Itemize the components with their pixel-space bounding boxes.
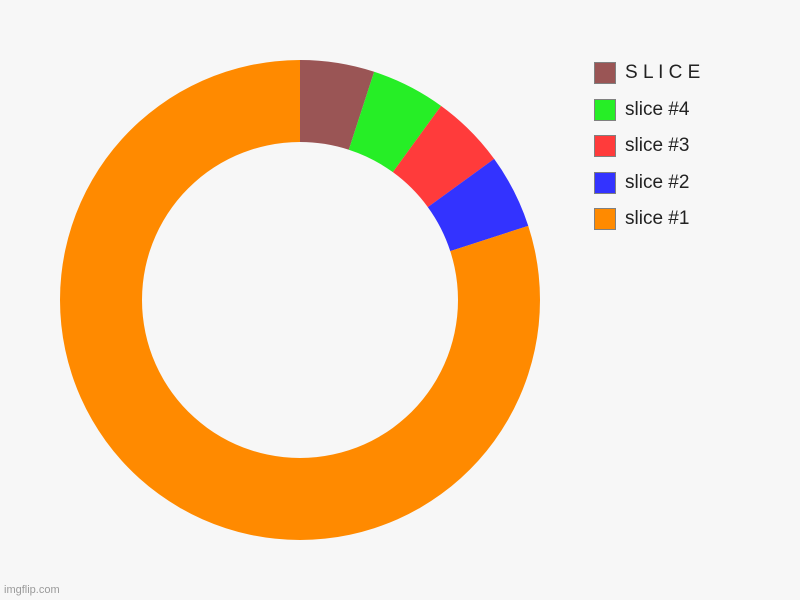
legend-swatch	[594, 208, 616, 230]
watermark: imgflip.com	[4, 584, 60, 596]
legend-swatch	[594, 171, 616, 194]
legend-label: slice #3	[625, 135, 690, 156]
legend-item: slice #1	[594, 206, 700, 232]
legend-item: S L I C E	[594, 60, 700, 86]
legend-label: slice #4	[625, 98, 690, 120]
legend-item: slice #4	[594, 97, 700, 123]
donut-slice-5	[300, 60, 375, 150]
legend-swatch	[594, 135, 616, 157]
donut-slice-1	[59, 60, 540, 540]
donut-slice-3	[392, 105, 495, 208]
legend-item: slice #2	[594, 170, 700, 196]
legend-label: slice #2	[625, 171, 690, 193]
donut-slice-4	[348, 71, 442, 173]
chart-legend: S L I C E slice #4 slice #3 slice #2 slice #…	[594, 60, 700, 243]
legend-label: S L I C E	[625, 62, 701, 83]
legend-label: slice #1	[625, 208, 690, 229]
donut-slice-2	[427, 158, 529, 252]
legend-item: slice #3	[594, 133, 700, 159]
legend-swatch	[594, 62, 616, 84]
legend-swatch	[594, 98, 616, 121]
